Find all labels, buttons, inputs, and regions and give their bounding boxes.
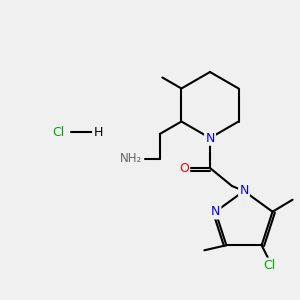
Text: Cl: Cl — [52, 125, 64, 139]
Text: O: O — [179, 161, 189, 175]
Text: N: N — [239, 184, 249, 197]
Text: Cl: Cl — [263, 259, 276, 272]
Text: NH₂: NH₂ — [119, 152, 142, 166]
Text: N: N — [211, 205, 220, 218]
Text: H: H — [93, 125, 103, 139]
Text: N: N — [205, 131, 215, 145]
